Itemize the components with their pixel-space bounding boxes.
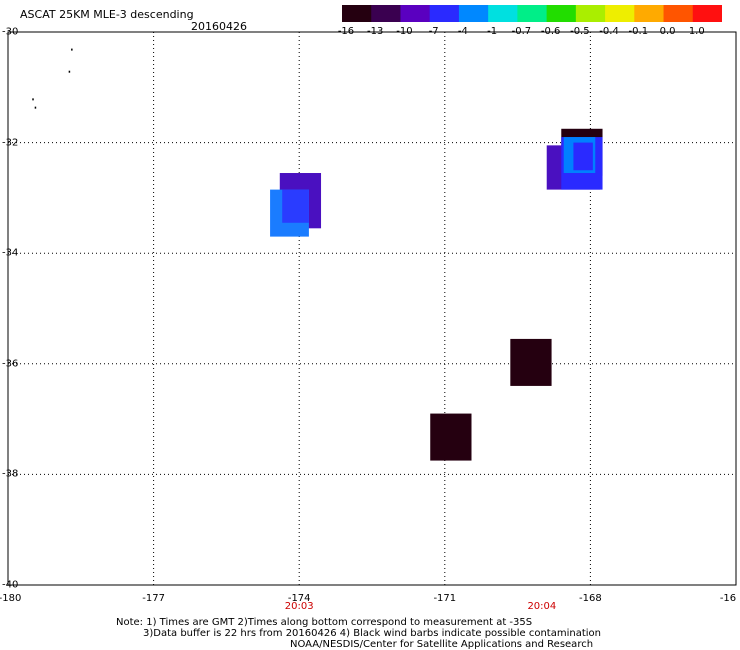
note-line-1: Note: 1) Times are GMT 2)Times along bot… [116, 617, 533, 628]
x-tick-label: -168 [579, 593, 602, 604]
colorbar-swatch [575, 5, 606, 22]
colorbar-swatch [605, 5, 635, 22]
product-title: ASCAT 25KM MLE-3 descending [20, 8, 194, 21]
x-tick-label: -171 [433, 593, 457, 604]
y-tick-label: -40 [2, 579, 19, 591]
time-label: 20:04 [527, 601, 557, 612]
colorbar-swatch [371, 5, 401, 22]
colorbar [342, 5, 722, 22]
wind-cell [430, 413, 472, 461]
wind-cell [573, 142, 593, 171]
colorbar-swatch [429, 5, 460, 22]
note-line-3: NOAA/NESDIS/Center for Satellite Applica… [290, 639, 594, 650]
colorbar-swatch [634, 5, 665, 22]
colorbar-swatch [663, 5, 694, 22]
x-tick-label: -180 [0, 593, 22, 604]
colorbar-swatch [400, 5, 431, 22]
note-line-2: 3)Data buffer is 22 hrs from 20160426 4)… [143, 628, 601, 639]
plot-frame [7, 31, 737, 586]
colorbar-swatch [692, 5, 722, 22]
wind-cell [510, 338, 552, 386]
colorbar-swatch [342, 5, 372, 22]
y-tick-label: -32 [2, 137, 19, 149]
land-speck [34, 106, 37, 109]
land-speck [71, 48, 73, 51]
y-tick-label: -34 [2, 247, 19, 259]
y-tick-label: -36 [2, 358, 19, 370]
product-date: 20160426 [191, 20, 247, 33]
colorbar-swatch [517, 5, 548, 22]
x-tick-label: -177 [142, 593, 165, 604]
colorbar-swatch [546, 5, 577, 22]
y-tick-label: -30 [2, 26, 19, 38]
time-label: 20:03 [284, 601, 314, 612]
colorbar-swatch [458, 5, 489, 22]
x-tick-label: -16 [719, 593, 737, 604]
wind-cell [282, 189, 309, 223]
colorbar-swatch [488, 5, 518, 22]
land-speck [68, 70, 71, 73]
land-speck [32, 98, 34, 101]
y-tick-label: -38 [2, 468, 19, 480]
x-tick-label: -174 [287, 593, 311, 604]
